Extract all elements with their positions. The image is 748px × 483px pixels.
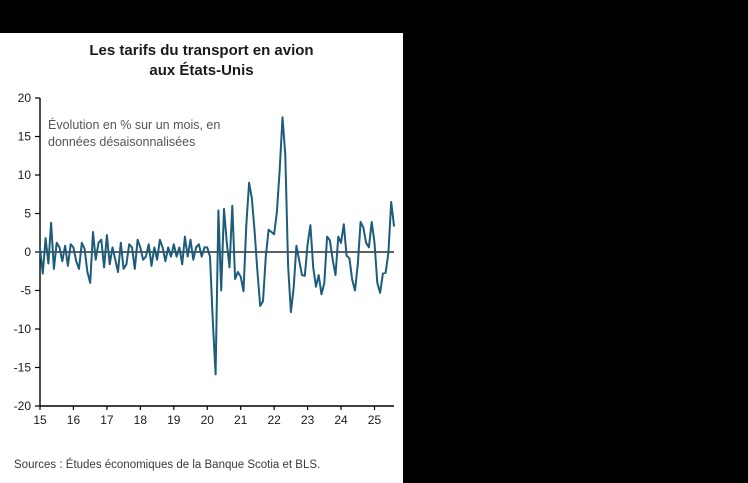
x-tick-label: 15 — [33, 413, 47, 427]
x-tick-label: 24 — [334, 413, 348, 427]
y-tick-label: -15 — [14, 360, 32, 374]
x-tick-label: 21 — [234, 413, 248, 427]
y-tick-label: 15 — [18, 129, 32, 143]
series-line — [39, 115, 395, 375]
x-tick-label: 18 — [134, 413, 148, 427]
y-tick-label: 10 — [18, 168, 32, 182]
y-tick-label: 0 — [24, 245, 31, 259]
x-tick-label: 25 — [368, 413, 382, 427]
y-tick-label: -5 — [20, 283, 31, 297]
source-text: Sources : Études économiques de la Banqu… — [14, 459, 321, 471]
x-tick-label: 17 — [100, 413, 114, 427]
chart-title-line-1: Les tarifs du transport en avion — [89, 42, 314, 59]
chart-annotation: Évolution en % sur un mois, en — [48, 116, 220, 131]
chart-annotation: données désaisonnalisées — [48, 134, 195, 148]
x-tick-label: 23 — [301, 413, 315, 427]
x-tick-label: 19 — [167, 413, 181, 427]
airfare-chart-panel: Les tarifs du transport en avion aux Éta… — [0, 33, 403, 483]
x-tick-label: 20 — [201, 413, 215, 427]
y-tick-label: -20 — [14, 399, 32, 413]
y-tick-label: 5 — [24, 206, 31, 220]
y-tick-label: 20 — [18, 91, 32, 105]
chart-title-line-2: aux États-Unis — [149, 62, 254, 80]
y-tick-label: -10 — [14, 322, 32, 336]
chart-title: Les tarifs du transport en avion aux Éta… — [0, 41, 403, 82]
x-tick-label: 22 — [267, 413, 281, 427]
x-tick-label: 16 — [67, 413, 81, 427]
